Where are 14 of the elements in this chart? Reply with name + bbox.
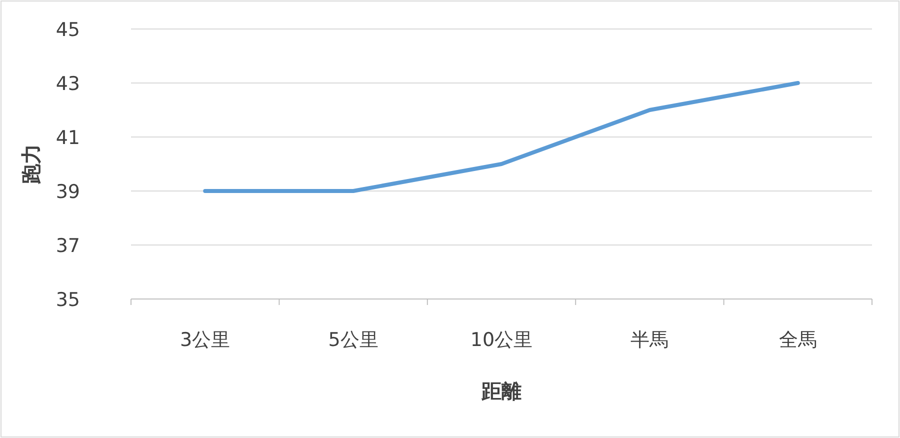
x-tick-label: 半馬 [630,329,669,351]
x-tick-label: 全馬 [778,329,817,351]
y-tick-label: 39 [56,181,80,203]
y-axis-title: 跑力 [19,144,43,185]
y-tick-label: 37 [56,235,80,257]
y-tick-label: 45 [56,19,80,41]
y-tick-label: 35 [56,289,80,311]
x-axis-title: 距離 [480,379,522,403]
y-tick-label: 43 [56,73,80,95]
x-tick-label: 3公里 [180,329,230,351]
y-tick-label: 41 [56,127,80,149]
x-tick-label: 5公里 [328,329,378,351]
x-tick-label: 10公里 [470,329,533,351]
line-series [203,81,800,193]
